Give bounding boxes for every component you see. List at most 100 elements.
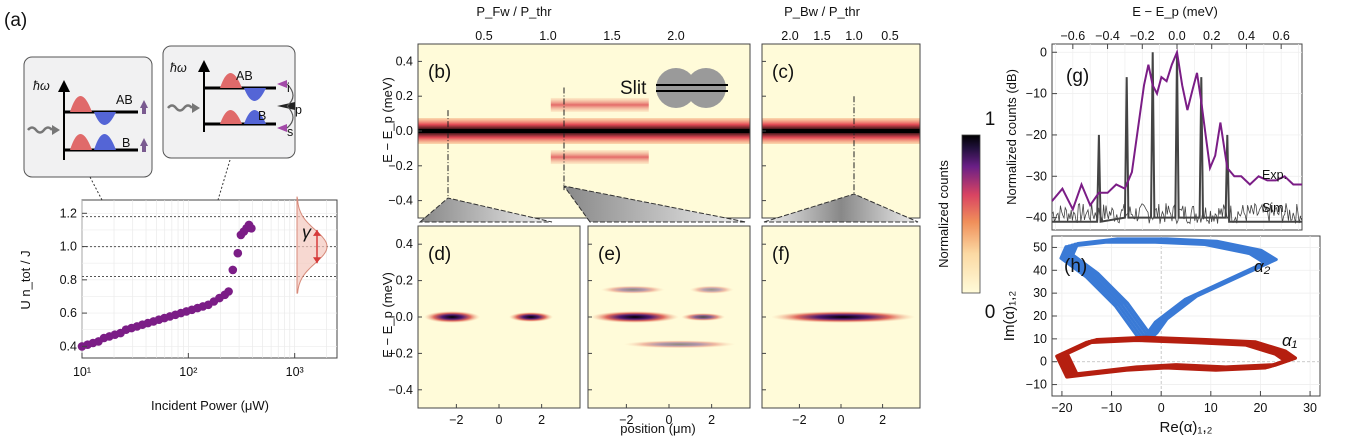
panel-label-g: (g) [1066, 66, 1089, 87]
data-point [247, 224, 256, 233]
x-tick-label: 10² [179, 365, 197, 379]
x-tick-label: 0.4 [1238, 29, 1255, 43]
gaussian-curve [296, 196, 328, 294]
sim-line [1052, 52, 1302, 223]
x-tick-label: −0.4 [1095, 29, 1120, 43]
x-tick-label: 0.2 [1203, 29, 1220, 43]
alpha2-label: α₂ [1254, 257, 1271, 276]
y-tick-label: −30 [1026, 169, 1047, 183]
level-b-label: B [122, 136, 130, 150]
plot-h-ticks: −20 −10 0 10 20 30 50 40 30 20 10 0 −10 [1026, 240, 1317, 415]
transition-arc [286, 105, 294, 129]
gaussian-fit [296, 196, 328, 294]
map-panel-e: (e) −2 0 2 [587, 225, 751, 427]
energy-axis-arrowhead [58, 80, 70, 92]
y-tick-label: 1.0 [60, 240, 77, 254]
sim-noise [1051, 202, 1302, 225]
y-tick-label: −20 [1026, 128, 1047, 142]
x-tick-label: 2 [708, 413, 715, 427]
slit-inset: Slit [620, 68, 728, 108]
orbital-blue-ab [244, 88, 266, 101]
emission-spot [681, 313, 726, 321]
y-tick-label: 0.4 [396, 237, 413, 251]
plot-h-orbits [1055, 237, 1297, 379]
emission-spot [508, 312, 553, 322]
orbital-red-ab [70, 96, 92, 112]
projection-triangle [763, 193, 919, 223]
x-tick-label: 0.0 [1168, 29, 1185, 43]
signal-marker [277, 124, 287, 132]
orbital-red-ab [220, 73, 242, 88]
panel-label-d: (d) [428, 244, 451, 265]
x-tick-label: −2 [619, 413, 633, 427]
map-panel-c: (c) [761, 43, 921, 219]
y-tick-label: 50 [1033, 240, 1047, 254]
y-tick-label: 40 [1033, 263, 1047, 277]
sideband [550, 97, 649, 112]
map-xlabel: position (μm) [620, 421, 695, 436]
plot-g-ylabel: Normalized counts (dB) [1004, 69, 1019, 205]
fw-tick-label: 1.0 [539, 29, 556, 43]
emission-spot [771, 311, 916, 323]
plot-h-ylabel: Im(α)₁,₂ [1001, 291, 1018, 342]
colorbar-max: 1 [985, 109, 996, 130]
idler-marker [277, 80, 287, 88]
x-tick-label: 0 [838, 413, 845, 427]
energy-level-inset-right: ħω AB B i p s [162, 45, 302, 159]
connector-dotted [217, 159, 231, 201]
data-point [228, 265, 238, 275]
map-panel-d: (d) 0.4 0.2 0.0 −0.2 −0.4 −2 0 2 [388, 225, 581, 427]
sideband-spot [689, 285, 734, 294]
y-tick-label: 0.0 [396, 310, 413, 324]
y-tick-label: 0 [1040, 355, 1047, 369]
data-point [224, 287, 233, 296]
y-tick-label: 0.2 [396, 274, 413, 288]
x-tick-label: 2 [538, 413, 545, 427]
y-tick-label: 0.8 [60, 273, 77, 287]
y-tick-label: −40 [1026, 211, 1047, 225]
fw-tick-label: 2.0 [667, 29, 684, 43]
y-tick-label: 0.2 [396, 89, 413, 103]
orbital-blue-b [94, 134, 116, 150]
orbital-blue-b [244, 110, 266, 124]
y-tick-label: 0.4 [60, 339, 77, 353]
level-ab-label: AB [236, 69, 253, 83]
alpha1-orbit [1065, 335, 1297, 376]
plot-a: 10¹ 10² 10³ 0.4 0.6 0.8 1.0 1.2 γ Incident Powe… [18, 196, 338, 413]
y-tick-label: −10 [1026, 378, 1047, 392]
energy-maps: (b) 0.4 0.2 0.0 −0.2 −0.4 (c) (d) 0.4 0.2 0.0 −0.2 −… [388, 43, 921, 427]
level-b-label: B [258, 109, 266, 123]
energy-level-inset-left: ħω AB B [23, 56, 153, 178]
x-tick-label: −0.2 [1130, 29, 1155, 43]
plot-a-points [77, 220, 256, 351]
panel-label-f: (f) [772, 244, 790, 265]
bw-tick-label: 1.0 [845, 29, 862, 43]
y-tick-label: −0.2 [388, 159, 413, 173]
level-ab-label: AB [116, 93, 133, 107]
arrow-up-icon [140, 138, 148, 152]
orbital-blue-ab [94, 112, 116, 125]
map-ylabel-bottom: E − E_p (meV) [380, 272, 395, 358]
plot-g-lines [1051, 48, 1302, 225]
y-tick-label: 20 [1033, 309, 1047, 323]
fw-axis-ticks: 0.5 1.0 1.5 2.0 [475, 29, 685, 50]
plot-g-ticks: −0.6 −0.4 −0.2 0.0 0.2 0.4 0.6 0 −10 −20 −30 −40 [1026, 29, 1290, 225]
sim-label: Sim. [1262, 201, 1287, 215]
pump-label: p [295, 103, 302, 117]
alpha1-label: α₁ [1282, 331, 1297, 350]
orbital-red-b [220, 110, 242, 124]
x-tick-label: 30 [1303, 401, 1317, 415]
x-tick-label: 20 [1253, 401, 1267, 415]
gamma-label: γ [302, 222, 312, 242]
plot-a-xlabel: Incident Power (μW) [151, 398, 269, 413]
panel-label-c: (c) [772, 62, 794, 83]
wavy-arrow-icon [27, 126, 53, 134]
bw-tick-label: 1.5 [813, 29, 830, 43]
y-tick-label: −0.4 [388, 194, 413, 208]
x-tick-label: 0.6 [1272, 29, 1289, 43]
x-tick-label: 2 [879, 413, 886, 427]
projection-triangle [418, 197, 553, 223]
exp-line [1051, 48, 1302, 212]
x-tick-label: 10³ [286, 365, 304, 379]
